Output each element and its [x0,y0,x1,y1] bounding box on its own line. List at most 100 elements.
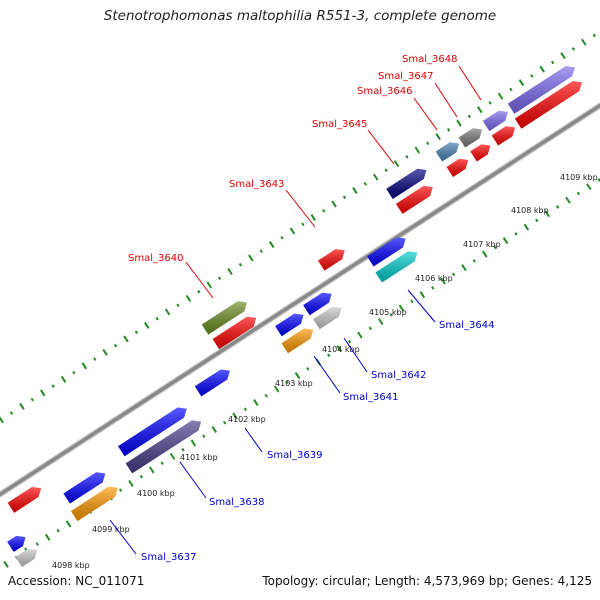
feature-label-bottom: Smal_3639 [267,450,322,461]
tick-bottom [493,245,497,250]
tick-bottom [3,560,9,568]
leader-line-bottom [244,427,263,453]
tick-top [289,227,296,235]
feature-label-bottom: Smal_3637 [141,552,196,563]
tick-label: 4100 kbp [137,489,175,498]
tick-top [81,362,88,370]
tick-top [72,370,76,375]
tick-top [393,160,400,168]
tick-label: 4098 kbp [52,561,90,570]
tick-bottom [139,474,144,479]
tick-top [497,92,504,100]
tick-bottom [347,340,352,344]
tick-bottom [389,313,393,317]
tick-top [19,402,25,410]
gene-feature-shade [491,126,516,146]
tick-bottom [419,291,426,299]
gene-feature-shade [313,306,342,330]
tick-top [134,330,139,334]
tick-top [509,87,513,92]
tick-top [518,79,525,87]
feature-label-top: Smal_3647 [378,71,433,82]
tick-top [102,348,108,356]
tick-top [248,254,254,262]
tick-bottom [451,272,456,277]
gene-feature-shade [281,328,314,354]
gene-feature-shade [70,486,118,522]
gene-feature-shade [386,168,427,199]
tick-top [206,281,212,289]
leader-line-top [458,65,482,101]
gene-feature-shade [212,316,257,350]
tick-top [414,146,421,154]
feature-label-bottom: Smal_3644 [439,320,494,331]
tick-label: 4102 kbp [228,415,266,424]
tick-bottom [544,210,550,218]
tick-top [426,141,430,146]
tick-top [446,128,451,132]
genome-stats: Topology: circular; Length: 4,573,969 bp… [262,574,592,588]
tick-top [581,38,587,46]
tick-bottom [565,196,571,204]
feature-label-top: Smal_3645 [312,119,367,130]
gene-feature-shade [63,472,106,504]
tick-bottom [431,286,435,290]
tick-bottom [264,393,268,398]
tick-top [363,181,367,186]
gene-feature-shade [201,301,247,335]
tick-top [30,397,34,402]
feature-label-bottom: Smal_3642 [371,370,426,381]
tick-top [0,416,4,424]
tick-bottom [327,353,331,358]
tick-top [331,200,337,208]
leader-line-top [185,261,214,299]
gene-feature-shade [118,407,187,457]
gene-feature-shade [7,486,42,513]
gene-feature-shade [367,237,406,267]
tick-top [155,316,159,321]
tick-top [51,384,55,388]
tick-top [217,276,222,281]
tick-bottom [482,250,488,258]
tick-top [571,47,576,51]
gene-feature-shade [458,128,483,148]
gene-feature-shade [375,251,418,283]
tick-marks: 4098 kbp 4099 kbp 4100 kbp 4101 kbp 4102 kbp… [0,33,600,570]
tick-top [268,241,275,248]
gene-feature-shade [395,185,433,214]
tick-top [488,101,492,105]
gene-feature-shade [507,66,575,114]
tick-top [93,357,97,361]
tick-bottom [285,380,289,385]
feature-label-bottom: Smal_3641 [343,392,398,403]
tick-label: 4105 kbp [369,308,407,317]
tick-bottom [118,488,123,492]
tick-label: 4106 kbp [415,274,453,283]
tick-bottom [377,318,384,326]
leader-line-bottom [407,289,436,323]
leader-line-bottom [343,337,368,373]
leader-line-bottom [313,355,341,394]
tick-bottom [523,223,530,231]
tick-bottom [368,326,372,331]
tick-bottom [514,232,518,236]
gene-feature-shade [482,110,508,132]
tick-label: 4104 kbp [322,345,360,354]
tick-bottom [44,533,51,541]
tick-top [384,168,388,173]
tick-top [372,173,379,181]
gene-feature-shade [15,548,38,568]
tick-top [164,308,171,316]
tick-label: 4103 kbp [275,379,313,388]
tick-bottom [211,425,217,433]
tick-top [405,155,409,159]
gene-feature-shade [514,81,582,129]
leader-line-bottom [109,519,137,555]
tick-bottom [128,479,134,487]
tick-top [197,289,201,294]
tick-bottom [535,218,539,223]
features [7,66,582,568]
tick-bottom [555,205,560,209]
tick-bottom [190,439,197,447]
gene-feature-shade [275,313,304,337]
